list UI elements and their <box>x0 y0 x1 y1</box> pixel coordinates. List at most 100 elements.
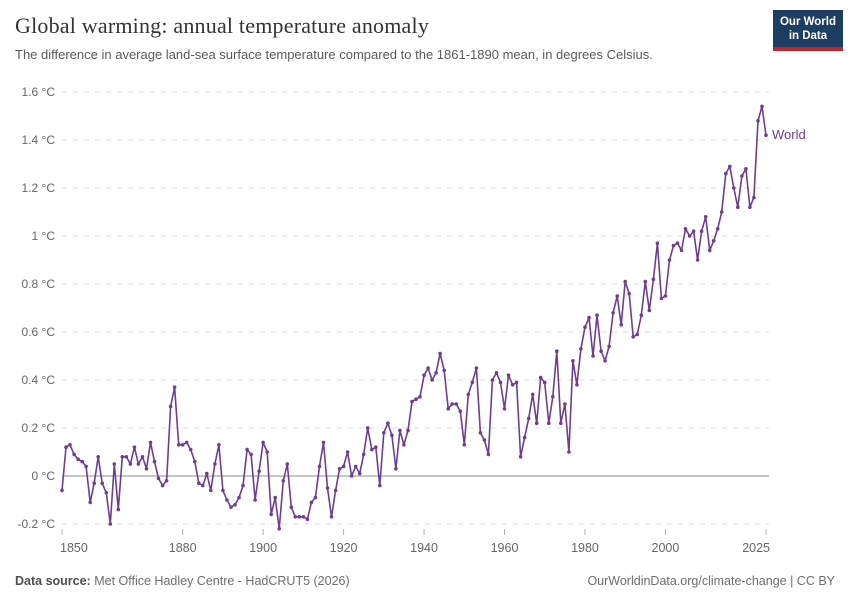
data-point[interactable] <box>124 455 129 459</box>
data-point[interactable] <box>736 205 740 209</box>
data-point[interactable] <box>482 438 487 442</box>
data-point[interactable] <box>462 443 467 447</box>
data-point[interactable] <box>273 495 278 500</box>
data-point[interactable] <box>261 440 265 445</box>
data-point[interactable] <box>394 467 398 471</box>
data-point[interactable] <box>707 248 712 253</box>
data-point[interactable] <box>128 462 133 466</box>
data-point[interactable] <box>68 443 72 447</box>
data-point[interactable] <box>96 455 100 459</box>
data-point[interactable] <box>410 399 414 404</box>
data-point[interactable] <box>530 392 535 397</box>
data-point[interactable] <box>703 215 708 219</box>
data-point[interactable] <box>671 243 676 248</box>
data-point[interactable] <box>386 421 390 426</box>
data-point[interactable] <box>341 464 346 469</box>
data-point[interactable] <box>365 426 370 430</box>
data-point[interactable] <box>635 332 640 337</box>
data-point[interactable] <box>510 383 515 387</box>
data-point[interactable] <box>724 171 728 176</box>
data-point[interactable] <box>599 349 603 354</box>
data-point[interactable] <box>152 459 157 464</box>
series-label-world[interactable]: World <box>772 127 806 142</box>
data-point[interactable] <box>748 205 752 209</box>
data-point[interactable] <box>740 174 744 178</box>
data-point[interactable] <box>104 491 109 495</box>
data-point[interactable] <box>607 344 611 349</box>
data-point[interactable] <box>643 279 648 284</box>
data-point[interactable] <box>687 234 692 238</box>
data-point[interactable] <box>88 500 92 505</box>
data-point[interactable] <box>257 469 261 474</box>
data-point[interactable] <box>108 522 113 526</box>
series-points-world[interactable] <box>60 104 768 531</box>
data-point[interactable] <box>197 481 201 486</box>
data-point[interactable] <box>522 435 527 440</box>
data-point[interactable] <box>269 512 274 517</box>
data-point[interactable] <box>180 443 185 447</box>
data-point[interactable] <box>756 119 760 123</box>
data-point[interactable] <box>418 395 422 399</box>
data-point[interactable] <box>370 447 374 452</box>
data-point[interactable] <box>760 104 764 109</box>
data-point[interactable] <box>474 366 479 370</box>
data-point[interactable] <box>289 505 294 510</box>
data-point[interactable] <box>321 440 326 445</box>
data-point[interactable] <box>639 313 644 318</box>
data-point[interactable] <box>297 515 302 519</box>
data-point[interactable] <box>526 416 531 421</box>
data-point[interactable] <box>353 464 358 469</box>
data-point[interactable] <box>221 488 225 493</box>
data-point[interactable] <box>313 495 318 500</box>
data-point[interactable] <box>615 294 619 298</box>
data-point[interactable] <box>293 515 298 519</box>
data-point[interactable] <box>168 404 173 409</box>
data-point[interactable] <box>402 443 406 447</box>
data-point[interactable] <box>555 349 559 354</box>
data-point[interactable] <box>164 479 169 483</box>
series-line-world[interactable] <box>61 105 767 530</box>
data-point[interactable] <box>667 258 672 262</box>
data-point[interactable] <box>438 351 442 356</box>
data-point[interactable] <box>229 505 233 510</box>
data-point[interactable] <box>209 488 213 493</box>
data-point[interactable] <box>434 371 438 375</box>
data-point[interactable] <box>542 380 547 385</box>
data-point[interactable] <box>623 279 627 284</box>
data-point[interactable] <box>285 462 290 466</box>
data-point[interactable] <box>454 402 459 406</box>
data-point[interactable] <box>241 483 245 488</box>
data-point[interactable] <box>446 407 451 411</box>
data-point[interactable] <box>627 291 631 296</box>
data-point[interactable] <box>144 467 149 471</box>
data-point[interactable] <box>172 385 177 390</box>
data-point[interactable] <box>309 500 314 505</box>
data-point[interactable] <box>651 277 656 282</box>
data-point[interactable] <box>176 443 181 447</box>
license-link[interactable]: OurWorldinData.org/climate-change | CC B… <box>587 574 835 588</box>
data-point[interactable] <box>442 368 447 373</box>
data-point[interactable] <box>466 392 471 397</box>
data-point[interactable] <box>329 515 334 519</box>
data-point[interactable] <box>201 483 205 488</box>
data-point[interactable] <box>188 447 193 452</box>
data-point[interactable] <box>301 515 306 519</box>
data-point[interactable] <box>711 239 716 243</box>
data-point[interactable] <box>583 325 587 330</box>
data-point[interactable] <box>663 294 668 298</box>
data-point[interactable] <box>333 488 338 493</box>
data-point[interactable] <box>579 347 583 351</box>
data-point[interactable] <box>398 428 402 433</box>
data-point[interactable] <box>470 380 475 385</box>
data-point[interactable] <box>655 241 660 245</box>
data-point[interactable] <box>382 431 386 435</box>
data-point[interactable] <box>719 210 724 214</box>
data-point[interactable] <box>325 486 330 490</box>
data-point[interactable] <box>426 366 430 370</box>
data-point[interactable] <box>72 452 76 457</box>
data-point[interactable] <box>559 421 563 426</box>
data-point[interactable] <box>249 452 253 457</box>
data-point[interactable] <box>233 503 237 507</box>
data-point[interactable] <box>337 467 342 471</box>
data-point[interactable] <box>732 186 736 190</box>
